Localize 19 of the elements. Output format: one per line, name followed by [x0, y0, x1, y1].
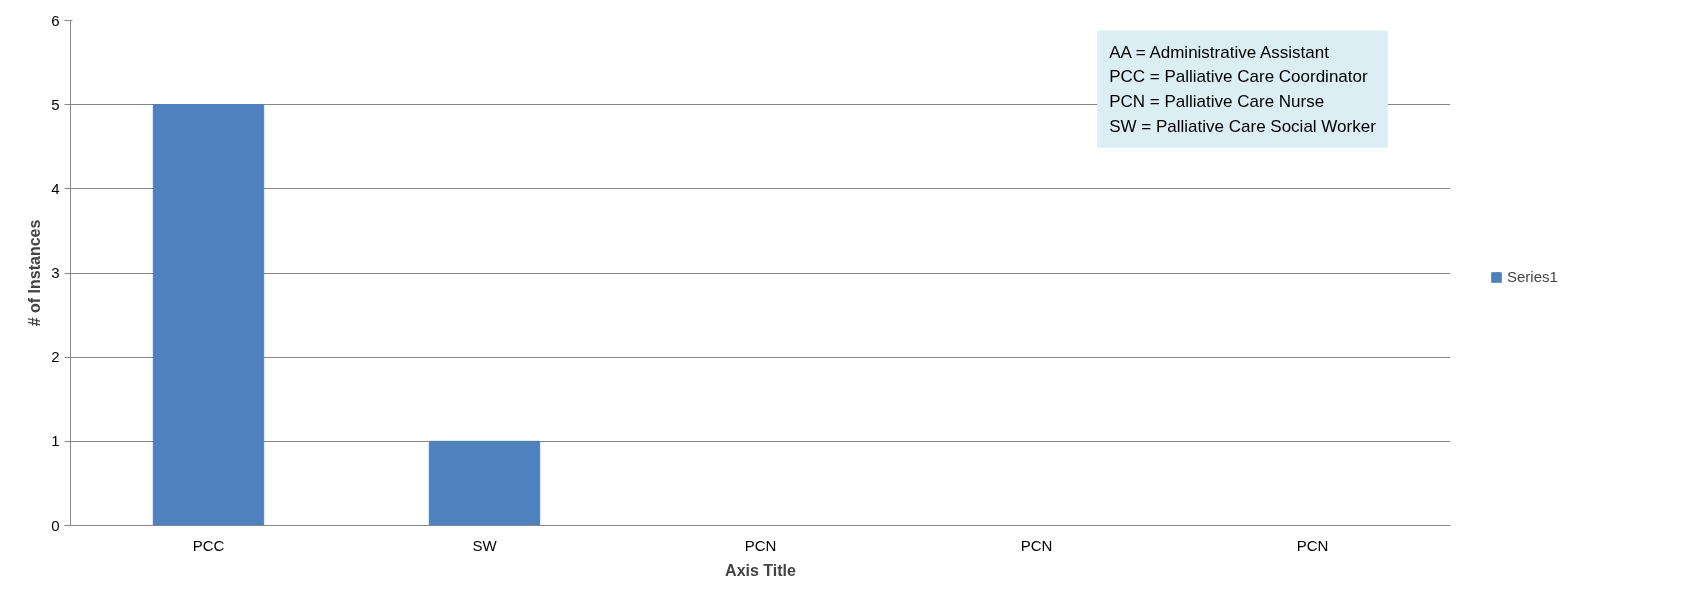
x-tick-label: PCC — [192, 536, 225, 554]
y-axis-title: # of Instances — [26, 219, 44, 327]
y-tick-label: 2 — [51, 348, 60, 366]
x-tick-label: PCN — [1020, 536, 1053, 554]
y-tick-label: 1 — [51, 432, 60, 450]
y-tick-label: 0 — [51, 516, 60, 534]
legend-label: Series1 — [1507, 268, 1559, 285]
y-tick-label: 6 — [51, 11, 60, 29]
y-tick-label: 4 — [51, 179, 60, 197]
annotation: SW = Palliative Care Social Worker — [1109, 116, 1377, 136]
y-tick-label: 5 — [51, 95, 60, 113]
annotation: PCN = Palliative Care Nurse — [1109, 92, 1325, 111]
x-tick-label: PCN — [1296, 536, 1329, 554]
annotation: PCC = Palliative Care Coordinator — [1109, 67, 1368, 87]
annotation: AA = Administrative Assistant — [1109, 42, 1330, 62]
x-tick-label: PCN — [744, 536, 777, 554]
y-tick-label: 3 — [51, 264, 60, 281]
x-tick-label: SW — [472, 536, 498, 554]
x-axis-title: Axis Title — [725, 561, 797, 579]
